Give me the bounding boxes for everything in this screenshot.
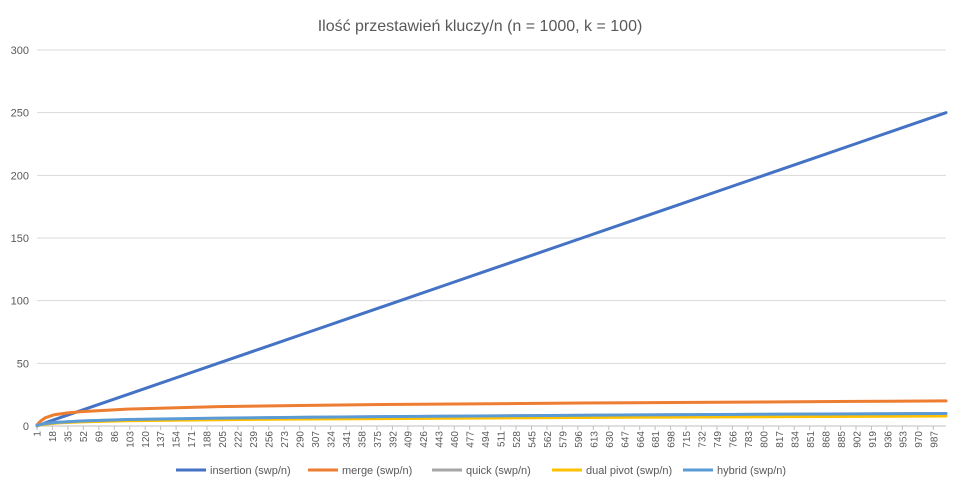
- x-tick-label: 783: [744, 431, 755, 448]
- x-tick-label: 953: [899, 431, 910, 448]
- x-tick-label: 239: [249, 431, 260, 448]
- legend: insertion (swp/n) merge (swp/n) quick (swp…: [176, 465, 786, 477]
- x-axis-ticks: 1 18 35 52 69 86 103 120 137 154 171 188 205 222 239 25…: [33, 426, 941, 448]
- x-tick-label: 528: [512, 431, 523, 448]
- series-line-4: [35, 411, 948, 427]
- legend-label-4: hybrid (swp/n): [717, 465, 786, 477]
- y-tick-label: 150: [11, 233, 29, 245]
- x-tick-label: 800: [760, 431, 771, 448]
- x-tick-label: 698: [667, 431, 678, 448]
- y-tick-label: 100: [11, 296, 29, 308]
- x-tick-label: 171: [187, 431, 198, 448]
- x-tick-label: 154: [172, 431, 183, 448]
- x-tick-label: 52: [79, 431, 90, 443]
- x-tick-label: 613: [589, 431, 600, 448]
- x-tick-label: 919: [868, 431, 879, 448]
- y-tick-label: 0: [23, 421, 29, 433]
- x-tick-label: 188: [203, 431, 214, 448]
- x-tick-label: 307: [311, 431, 322, 448]
- x-tick-label: 86: [110, 431, 121, 443]
- x-tick-label: 1: [33, 431, 44, 437]
- x-tick-label: 630: [605, 431, 616, 448]
- x-tick-label: 409: [404, 431, 415, 448]
- x-tick-label: 562: [543, 431, 554, 448]
- x-tick-label: 205: [218, 431, 229, 448]
- x-tick-label: 69: [94, 431, 105, 443]
- x-tick-label: 511: [497, 431, 508, 447]
- x-tick-label: 18: [48, 431, 59, 443]
- y-tick-label: 300: [11, 45, 29, 57]
- x-tick-label: 936: [883, 431, 894, 448]
- x-tick-label: 545: [527, 431, 538, 448]
- x-tick-label: 35: [63, 431, 74, 443]
- x-tick-label: 103: [125, 431, 136, 448]
- x-tick-label: 596: [574, 431, 585, 448]
- x-tick-label: 766: [729, 431, 740, 448]
- x-tick-label: 392: [388, 431, 399, 448]
- x-tick-label: 290: [295, 431, 306, 448]
- x-tick-label: 885: [837, 431, 848, 448]
- x-tick-label: 817: [775, 431, 786, 448]
- x-tick-label: 970: [914, 431, 925, 448]
- x-tick-label: 222: [234, 431, 245, 448]
- x-tick-label: 868: [821, 431, 832, 448]
- x-tick-label: 324: [326, 431, 337, 448]
- legend-label-1: merge (swp/n): [342, 465, 412, 477]
- legend-label-2: quick (swp/n): [466, 465, 531, 477]
- x-tick-label: 987: [930, 431, 941, 448]
- x-tick-label: 664: [636, 431, 647, 448]
- y-axis-ticks: 0 50 100 150 200 250 300: [11, 45, 29, 433]
- series-lines: [35, 111, 948, 428]
- x-tick-label: 749: [713, 431, 724, 448]
- x-tick-label: 732: [698, 431, 709, 448]
- x-tick-label: 494: [481, 431, 492, 448]
- x-tick-label: 358: [357, 431, 368, 448]
- gridlines: [37, 49, 946, 427]
- x-tick-label: 256: [265, 431, 276, 448]
- x-tick-label: 120: [141, 431, 152, 448]
- x-tick-label: 715: [682, 431, 693, 448]
- x-tick-label: 426: [419, 431, 430, 448]
- y-tick-label: 200: [11, 170, 29, 182]
- x-tick-label: 834: [790, 431, 801, 448]
- x-tick-label: 681: [651, 431, 662, 448]
- x-tick-label: 851: [806, 431, 817, 448]
- series-line-0: [35, 111, 948, 428]
- y-tick-label: 50: [17, 358, 29, 370]
- legend-label-3: dual pivot (swp/n): [586, 465, 672, 477]
- x-tick-label: 579: [558, 431, 569, 448]
- x-tick-label: 273: [280, 431, 291, 448]
- x-tick-label: 902: [852, 431, 863, 448]
- legend-label-0: insertion (swp/n): [210, 465, 291, 477]
- y-tick-label: 250: [11, 108, 29, 120]
- x-tick-label: 477: [466, 431, 477, 448]
- x-tick-label: 137: [156, 431, 167, 448]
- x-tick-label: 647: [620, 431, 631, 448]
- x-tick-label: 375: [373, 431, 384, 448]
- chart-title: Ilość przestawień kluczy/n (n = 1000, k …: [318, 18, 643, 35]
- x-tick-label: 443: [435, 431, 446, 448]
- x-tick-label: 341: [342, 431, 353, 448]
- series-line-1: [35, 399, 948, 427]
- x-tick-label: 460: [450, 431, 461, 448]
